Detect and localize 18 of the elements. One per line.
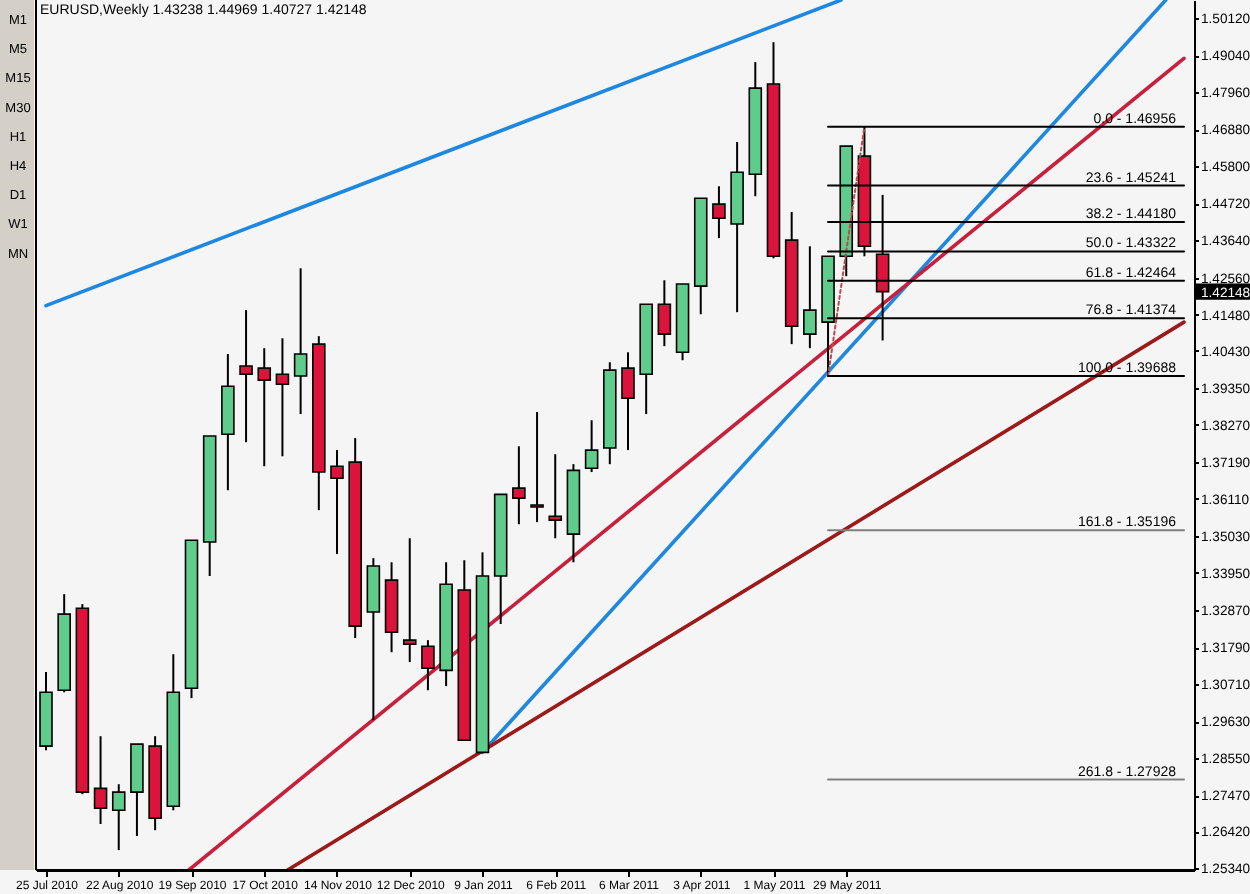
candlestick bbox=[239, 309, 253, 444]
candlestick bbox=[111, 783, 126, 852]
candlestick bbox=[621, 351, 635, 452]
candlestick bbox=[366, 557, 381, 722]
candlestick bbox=[657, 279, 672, 348]
candlestick bbox=[257, 347, 272, 468]
candlestick bbox=[584, 419, 599, 474]
candlestick bbox=[402, 537, 417, 664]
candlestick bbox=[421, 639, 435, 692]
candlestick bbox=[293, 267, 308, 416]
candlestick bbox=[803, 245, 817, 350]
candlestick bbox=[530, 411, 544, 524]
candlestick bbox=[330, 449, 344, 556]
candlestick bbox=[712, 185, 726, 240]
candlestick bbox=[512, 445, 526, 526]
candlestick bbox=[93, 735, 108, 826]
candlestick bbox=[275, 337, 290, 458]
candlestick bbox=[548, 453, 563, 540]
